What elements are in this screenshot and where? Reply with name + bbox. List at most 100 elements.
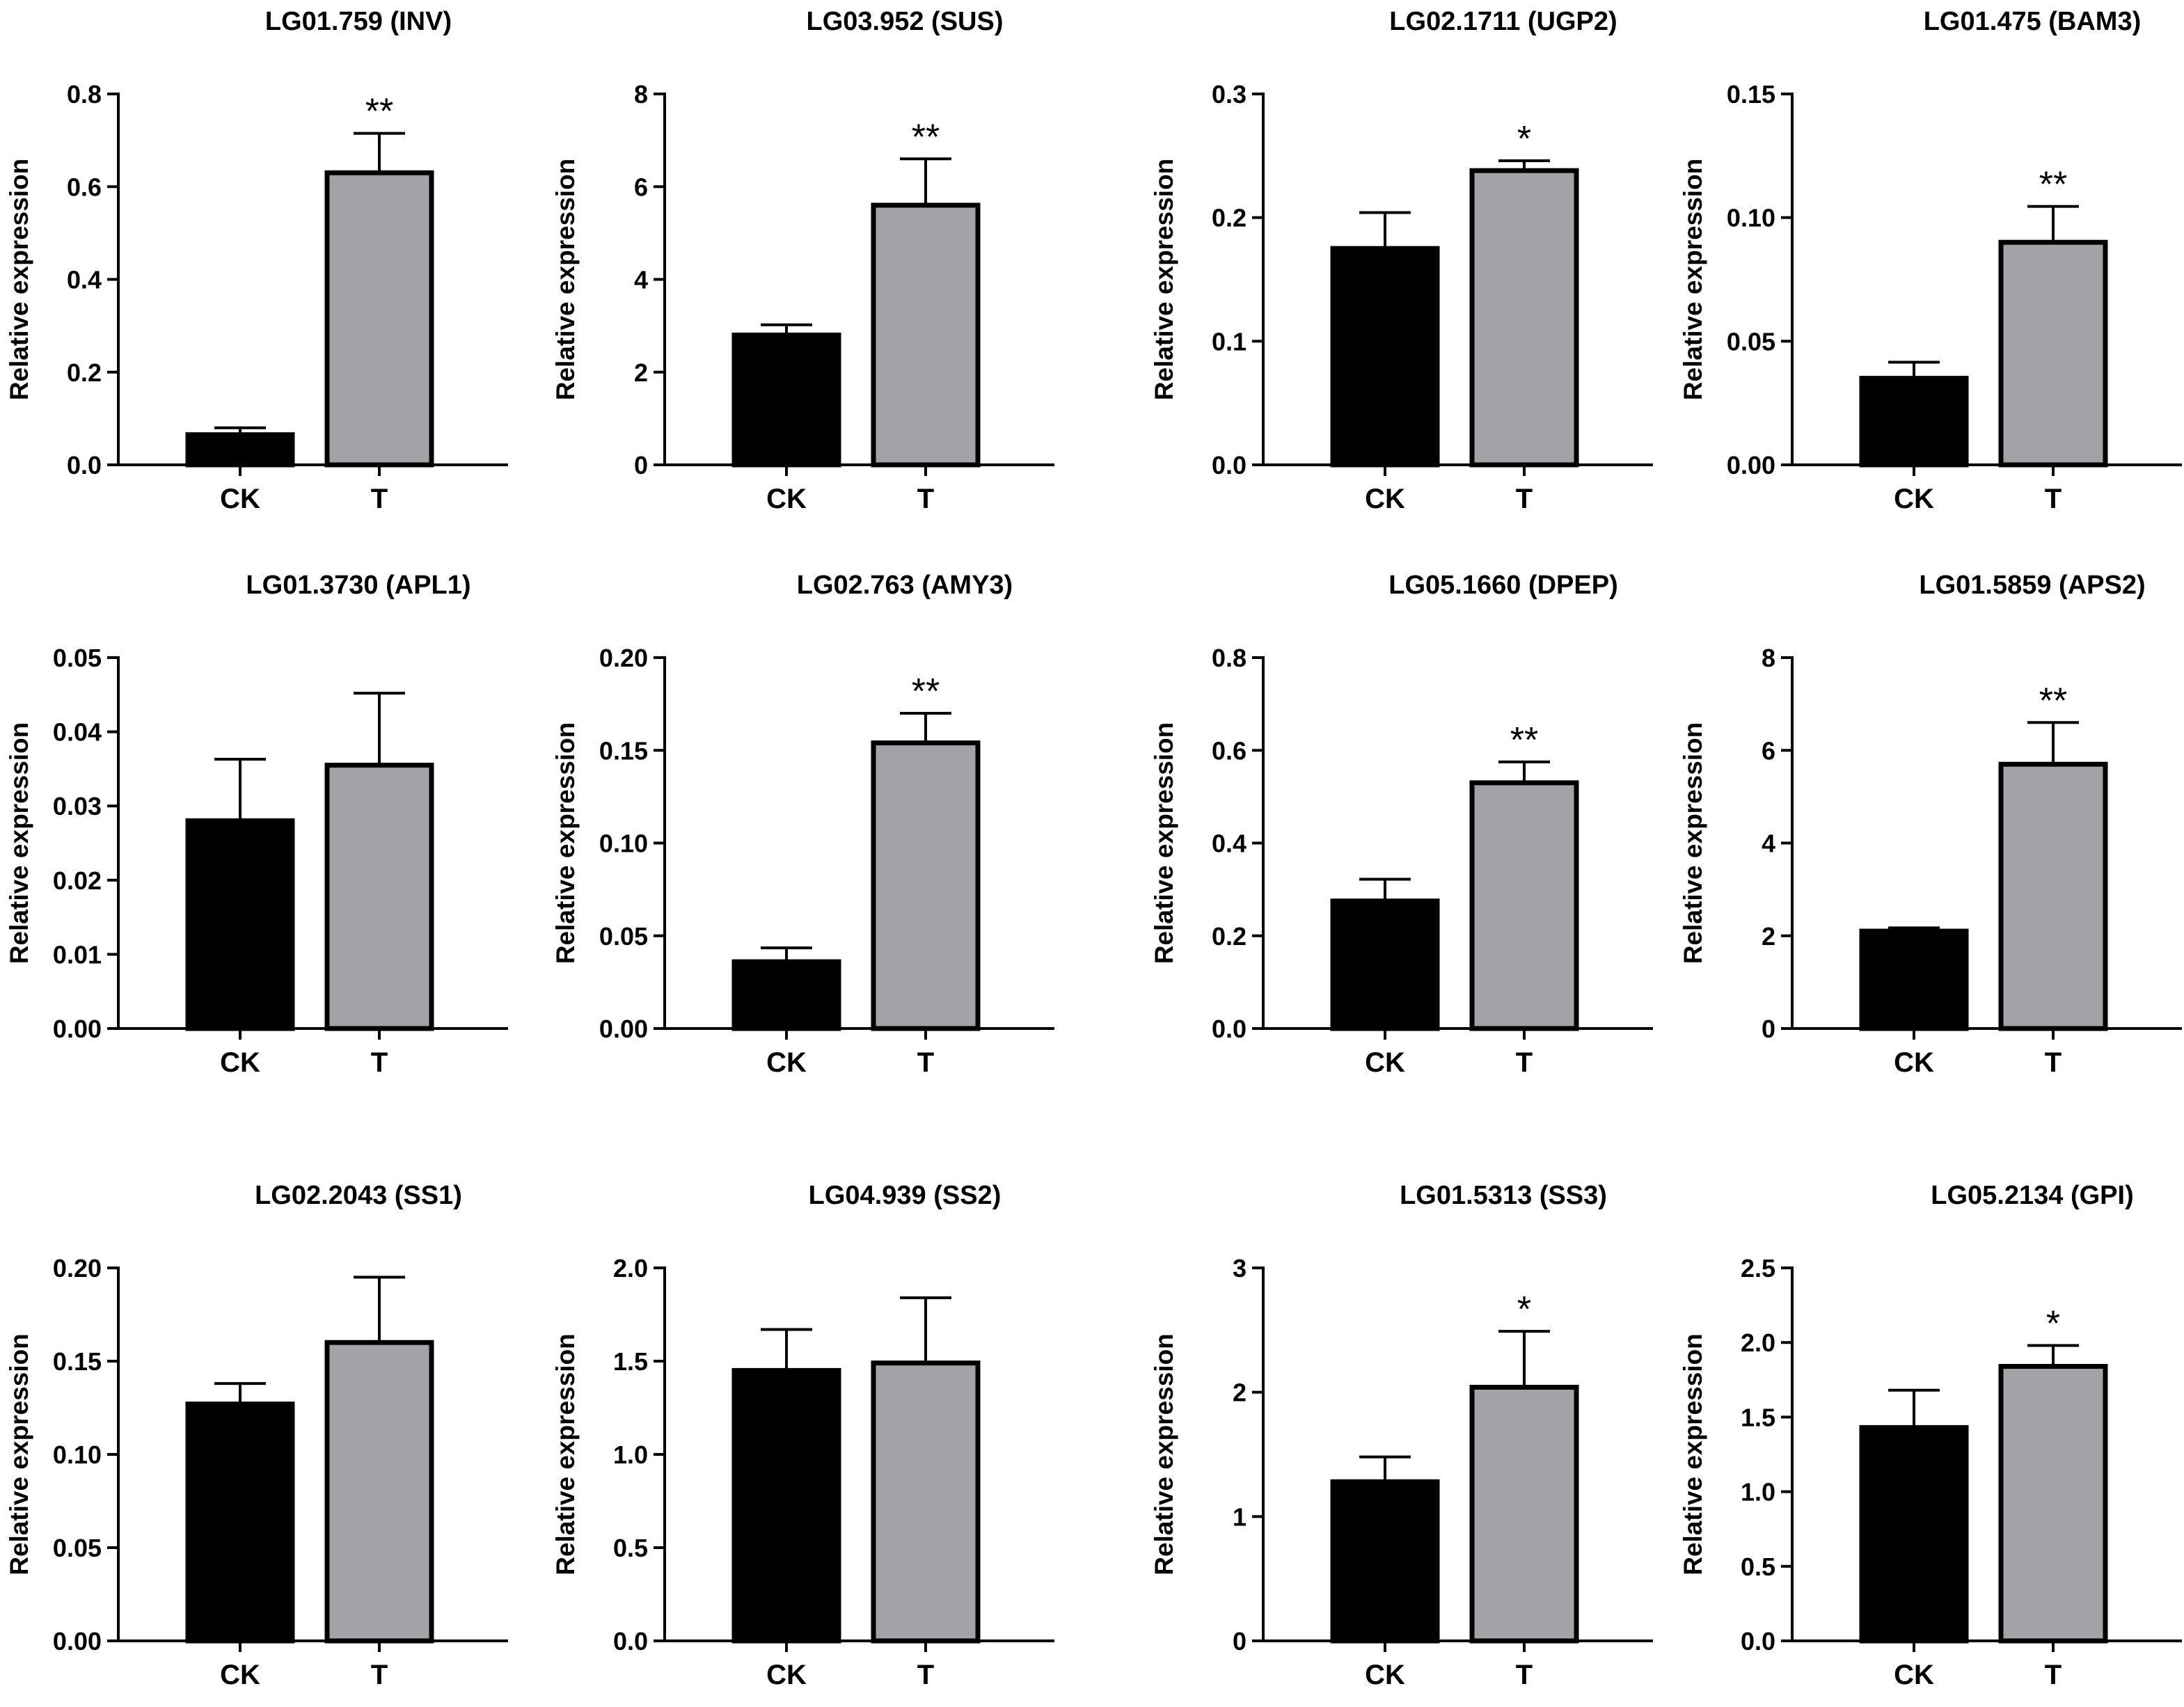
bar-t (1998, 761, 2108, 1031)
chart-panel-10: LG04.939 (SS2) Relative expression CK T 0.0 0… (551, 1181, 1054, 1690)
bar-t (871, 1360, 981, 1644)
y-tick-label: 0.20 (53, 1254, 102, 1283)
y-tick-label: 2.0 (1741, 1328, 1775, 1357)
y-axis-label: Relative expression (1679, 1333, 1707, 1575)
y-tick-label: 0 (1233, 1627, 1247, 1656)
y-tick-label: 1 (1233, 1502, 1247, 1531)
y-tick-label: 1.0 (1741, 1478, 1775, 1507)
y-axis-label: Relative expression (5, 1333, 33, 1575)
chart-title: LG01.475 (BAM3) (1924, 7, 2142, 36)
chart-title: LG03.952 (SUS) (807, 7, 1004, 36)
y-tick-label: 8 (634, 80, 648, 109)
y-tick-label: 0.5 (613, 1534, 648, 1562)
y-tick-label: 0 (1762, 1015, 1775, 1043)
y-axis-label: Relative expression (1679, 159, 1707, 401)
category-label: T (371, 1047, 388, 1078)
bar-ck (731, 959, 841, 1031)
y-tick-label: 0.00 (599, 1015, 648, 1043)
y-tick-label: 0.05 (1727, 327, 1775, 356)
chart-panel-3: LG02.1711 (UGP2) Relative expression CK * T 0… (1150, 7, 1653, 514)
y-tick-label: 0.03 (53, 792, 102, 820)
chart-panel-5: LG01.3730 (APL1) Relative expression CK T 0.… (5, 571, 508, 1078)
chart-title: LG04.939 (SS2) (809, 1181, 1002, 1210)
y-tick-label: 0.15 (599, 736, 648, 765)
y-tick-label: 1.5 (1741, 1403, 1775, 1431)
significance-mark: ** (1510, 720, 1538, 761)
bar-t (1469, 1385, 1579, 1644)
chart-panel-4: LG01.475 (BAM3) Relative expression CK ** T 0… (1679, 7, 2182, 514)
significance-mark: * (2046, 1303, 2060, 1344)
y-tick-label: 0.00 (53, 1627, 102, 1656)
significance-mark: ** (2039, 165, 2067, 205)
bar-ck (731, 332, 841, 468)
y-axis-label: Relative expression (551, 1333, 580, 1575)
category-label: T (2045, 1660, 2062, 1690)
category-label: CK (766, 1660, 807, 1690)
category-label: T (2045, 1047, 2062, 1078)
bar-ck (1330, 1479, 1440, 1644)
y-tick-label: 4 (1762, 829, 1775, 858)
category-label: CK (1894, 484, 1934, 514)
y-tick-label: 0.2 (67, 358, 102, 387)
category-label: CK (1894, 1047, 1934, 1078)
chart-panel-9: LG02.2043 (SS1) Relative expression CK T 0.0… (5, 1181, 508, 1690)
y-tick-label: 0.05 (53, 644, 102, 672)
chart-title: LG02.2043 (SS1) (255, 1181, 462, 1210)
category-label: CK (1365, 1047, 1405, 1078)
bar-ck (1859, 928, 1969, 1031)
y-tick-label: 0.4 (1212, 829, 1247, 858)
significance-mark: * (1517, 1289, 1531, 1330)
bar-t (1998, 239, 2108, 468)
y-tick-label: 1.5 (613, 1347, 648, 1376)
y-tick-label: 0.2 (1212, 922, 1247, 951)
chart-panel-12: LG05.2134 (GPI) Relative expression CK * T 0.… (1679, 1181, 2182, 1690)
y-tick-label: 0.0 (1212, 1015, 1247, 1043)
category-label: T (371, 1660, 388, 1690)
chart-panel-1: LG01.759 (INV) Relative expression CK ** T 0.… (5, 7, 508, 514)
bar-t (871, 740, 981, 1031)
y-tick-label: 0.5 (1741, 1553, 1775, 1581)
significance-mark: * (1517, 119, 1531, 159)
y-tick-label: 0.10 (1727, 204, 1775, 232)
significance-mark: ** (912, 117, 940, 157)
y-tick-label: 0.05 (599, 922, 648, 951)
y-axis-label: Relative expression (1150, 722, 1178, 964)
y-tick-label: 0.1 (1212, 327, 1247, 356)
y-tick-label: 0.0 (1212, 451, 1247, 479)
y-tick-label: 3 (1233, 1254, 1247, 1283)
category-label: CK (1894, 1660, 1934, 1690)
chart-title: LG01.759 (INV) (265, 7, 452, 36)
bar-t (324, 1340, 434, 1644)
category-label: CK (1365, 484, 1405, 514)
y-tick-label: 0.0 (67, 451, 102, 479)
category-label: T (1516, 484, 1533, 514)
chart-title: LG01.3730 (APL1) (246, 571, 470, 600)
significance-mark: ** (2039, 681, 2067, 721)
y-tick-label: 8 (1762, 644, 1775, 672)
category-label: CK (220, 484, 260, 514)
y-tick-label: 0 (634, 451, 648, 479)
chart-panel-6: LG02.763 (AMY3) Relative expression CK ** T 0… (551, 571, 1054, 1078)
chart-title: LG05.2134 (GPI) (1931, 1181, 2133, 1210)
category-label: CK (1365, 1660, 1405, 1690)
y-tick-label: 0.00 (53, 1015, 102, 1043)
y-tick-label: 0.02 (53, 866, 102, 895)
y-tick-label: 2.5 (1741, 1254, 1775, 1283)
category-label: CK (220, 1047, 260, 1078)
y-tick-label: 0.15 (53, 1347, 102, 1376)
category-label: CK (766, 1047, 807, 1078)
y-tick-label: 0.20 (599, 644, 648, 672)
category-label: T (1516, 1660, 1533, 1690)
y-axis-label: Relative expression (5, 722, 33, 964)
y-tick-label: 2 (1762, 922, 1775, 951)
y-tick-label: 0.01 (53, 940, 102, 969)
y-tick-label: 4 (634, 266, 648, 294)
y-axis-label: Relative expression (551, 722, 580, 964)
category-label: T (917, 484, 934, 514)
y-tick-label: 0.0 (1741, 1627, 1775, 1656)
bar-t (871, 203, 981, 468)
y-tick-label: 0.10 (53, 1440, 102, 1469)
chart-title: LG01.5313 (SS3) (1400, 1181, 1607, 1210)
chart-panel-2: LG03.952 (SUS) Relative expression CK ** T 0 2… (551, 7, 1054, 514)
